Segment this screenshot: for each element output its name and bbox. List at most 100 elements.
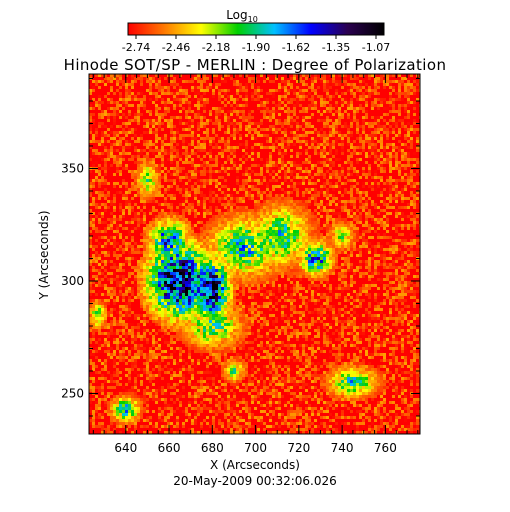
heatmap-cell bbox=[401, 134, 404, 137]
heatmap-cell bbox=[191, 200, 194, 203]
heatmap-cell bbox=[167, 176, 170, 179]
heatmap-cell bbox=[263, 158, 266, 161]
heatmap-cell bbox=[362, 170, 365, 173]
heatmap-cell bbox=[365, 182, 368, 185]
heatmap-cell bbox=[260, 149, 263, 152]
heatmap-cell bbox=[203, 197, 206, 200]
heatmap-cell bbox=[155, 203, 158, 206]
heatmap-cell bbox=[233, 101, 236, 104]
heatmap-cell bbox=[236, 197, 239, 200]
heatmap-cell bbox=[275, 179, 278, 182]
heatmap-cell bbox=[389, 86, 392, 89]
heatmap-cell bbox=[200, 155, 203, 158]
heatmap-cell bbox=[143, 80, 146, 83]
heatmap-cell bbox=[167, 191, 170, 194]
heatmap-cell bbox=[254, 158, 257, 161]
heatmap-cell bbox=[170, 128, 173, 131]
heatmap-cell bbox=[269, 119, 272, 122]
heatmap-cell bbox=[251, 197, 254, 200]
heatmap-cell bbox=[170, 137, 173, 140]
heatmap-cell bbox=[248, 95, 251, 98]
heatmap-cell bbox=[353, 86, 356, 89]
heatmap-cell bbox=[386, 191, 389, 194]
heatmap-cell bbox=[266, 107, 269, 110]
heatmap-cell bbox=[227, 128, 230, 131]
heatmap-cell bbox=[212, 95, 215, 98]
heatmap-cell bbox=[335, 170, 338, 173]
heatmap-cell bbox=[116, 185, 119, 188]
heatmap-cell bbox=[101, 197, 104, 200]
heatmap-cell bbox=[344, 110, 347, 113]
heatmap-cell bbox=[110, 206, 113, 209]
heatmap-cell bbox=[173, 86, 176, 89]
heatmap-cell bbox=[209, 140, 212, 143]
heatmap-cell bbox=[116, 149, 119, 152]
heatmap-cell bbox=[245, 179, 248, 182]
heatmap-cell bbox=[350, 182, 353, 185]
heatmap-cell bbox=[239, 203, 242, 206]
heatmap-cell bbox=[302, 203, 305, 206]
heatmap-cell bbox=[263, 98, 266, 101]
heatmap-cell bbox=[386, 110, 389, 113]
heatmap-cell bbox=[416, 137, 419, 140]
heatmap-cell bbox=[179, 179, 182, 182]
heatmap-cell bbox=[332, 95, 335, 98]
heatmap-cell bbox=[179, 101, 182, 104]
heatmap-cell bbox=[242, 119, 245, 122]
heatmap-cell bbox=[308, 92, 311, 95]
heatmap-cell bbox=[113, 77, 116, 80]
heatmap-cell bbox=[215, 101, 218, 104]
heatmap-cell bbox=[380, 98, 383, 101]
heatmap-cell bbox=[332, 203, 335, 206]
heatmap-cell bbox=[158, 89, 161, 92]
heatmap-cell bbox=[122, 95, 125, 98]
heatmap-cell bbox=[278, 158, 281, 161]
heatmap-cell bbox=[413, 146, 416, 149]
heatmap-cell bbox=[275, 206, 278, 209]
heatmap-cell bbox=[176, 200, 179, 203]
heatmap-cell bbox=[149, 200, 152, 203]
heatmap-cell bbox=[221, 104, 224, 107]
heatmap-cell bbox=[254, 197, 257, 200]
heatmap-cell bbox=[125, 104, 128, 107]
heatmap-cell bbox=[305, 176, 308, 179]
heatmap-cell bbox=[89, 83, 92, 86]
heatmap-cell bbox=[338, 143, 341, 146]
heatmap-cell bbox=[386, 80, 389, 83]
heatmap-cell bbox=[227, 86, 230, 89]
heatmap-cell bbox=[248, 86, 251, 89]
heatmap-cell bbox=[185, 146, 188, 149]
heatmap-cell bbox=[296, 116, 299, 119]
heatmap-cell bbox=[302, 152, 305, 155]
heatmap-cell bbox=[356, 176, 359, 179]
heatmap-cell bbox=[206, 92, 209, 95]
heatmap-cell bbox=[296, 122, 299, 125]
heatmap-cell bbox=[242, 191, 245, 194]
heatmap-cell bbox=[134, 101, 137, 104]
heatmap-cell bbox=[134, 131, 137, 134]
heatmap-cell bbox=[170, 95, 173, 98]
heatmap-cell bbox=[347, 74, 350, 77]
heatmap-cell bbox=[164, 113, 167, 116]
heatmap-cell bbox=[275, 86, 278, 89]
heatmap-cell bbox=[401, 110, 404, 113]
heatmap-cell bbox=[161, 119, 164, 122]
heatmap-cell bbox=[200, 146, 203, 149]
heatmap-cell bbox=[374, 80, 377, 83]
heatmap-cell bbox=[293, 83, 296, 86]
heatmap-cell bbox=[260, 179, 263, 182]
heatmap-cell bbox=[416, 152, 419, 155]
heatmap-cell bbox=[371, 95, 374, 98]
heatmap-cell bbox=[107, 137, 110, 140]
heatmap-cell bbox=[344, 125, 347, 128]
heatmap-cell bbox=[125, 143, 128, 146]
heatmap-cell bbox=[134, 197, 137, 200]
heatmap-cell bbox=[269, 179, 272, 182]
heatmap-cell bbox=[224, 203, 227, 206]
heatmap-cell bbox=[263, 101, 266, 104]
heatmap-cell bbox=[248, 83, 251, 86]
heatmap-cell bbox=[326, 98, 329, 101]
heatmap-cell bbox=[338, 125, 341, 128]
heatmap-cell bbox=[239, 98, 242, 101]
heatmap-cell bbox=[98, 182, 101, 185]
